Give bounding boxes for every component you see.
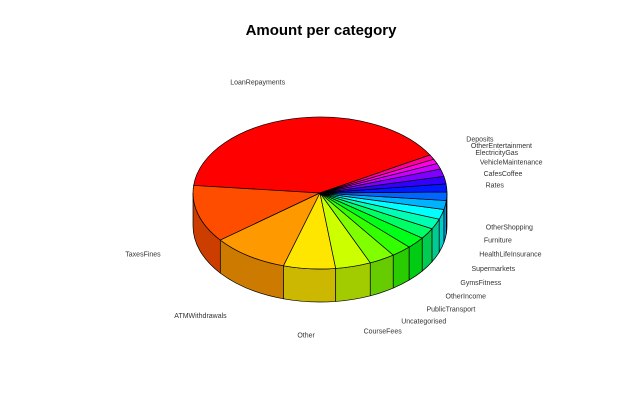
pie-side-other xyxy=(283,265,337,303)
pie-label-loanrepayments: LoanRepayments xyxy=(230,80,285,87)
pie-label-furniture: Furniture xyxy=(484,238,512,245)
pie-labels: LoanRepayments TaxesFines ATMWithdrawals Ot… xyxy=(125,80,542,340)
pie-label-supermarkets: Supermarkets xyxy=(472,266,516,273)
pie-label-taxesfines: TaxesFines xyxy=(125,251,161,258)
pie-label-electricitygas: ElectricityGas xyxy=(475,150,518,157)
pie-label-deposits: Deposits xyxy=(466,137,494,144)
pie-side-coursefees xyxy=(335,262,371,302)
pie-slice-atmwithdrawals xyxy=(219,192,321,267)
pie-label-publictransport: PublicTransport xyxy=(427,306,476,313)
chart-title: Amount per category xyxy=(246,22,398,39)
pie-label-uncategorised: Uncategorised xyxy=(401,318,446,325)
pie-slice-loanrepayments xyxy=(193,116,431,194)
pie-label-coursefees: CourseFees xyxy=(364,329,403,336)
pie-label-othershopping: OtherShopping xyxy=(486,225,533,232)
pie-slice-taxesfines xyxy=(192,185,321,241)
pie-label-healthlifeinsurance: HealthLifeInsurance xyxy=(479,252,541,259)
pie-sides xyxy=(192,192,448,303)
pie-label-cafescoffee: CafesCoffee xyxy=(484,171,523,178)
pie-label-otherincome: OtherIncome xyxy=(446,294,487,301)
pie-slices xyxy=(192,116,448,270)
pie-label-otherentertainment: OtherEntertainment xyxy=(471,143,532,150)
pie-label-other: Other xyxy=(297,332,315,339)
pie-label-rates: Rates xyxy=(486,182,505,189)
pie-label-gymsfitness: GymsFitness xyxy=(460,280,501,287)
pie-slice-deposits xyxy=(319,154,435,194)
pie-label-atmwithdrawals: ATMWithdrawals xyxy=(174,313,227,320)
pie-label-vehiclemaintenance: VehicleMaintenance xyxy=(480,160,543,167)
